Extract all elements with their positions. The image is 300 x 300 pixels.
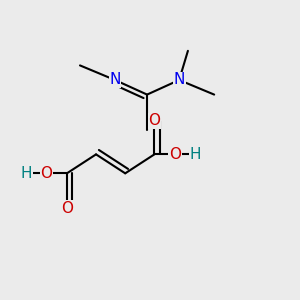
Text: N: N bbox=[173, 73, 185, 88]
Text: O: O bbox=[40, 166, 52, 181]
Text: O: O bbox=[61, 201, 73, 216]
Text: N: N bbox=[109, 73, 121, 88]
Text: H: H bbox=[190, 147, 201, 162]
Text: H: H bbox=[20, 166, 32, 181]
Text: O: O bbox=[148, 113, 160, 128]
Text: O: O bbox=[169, 147, 181, 162]
